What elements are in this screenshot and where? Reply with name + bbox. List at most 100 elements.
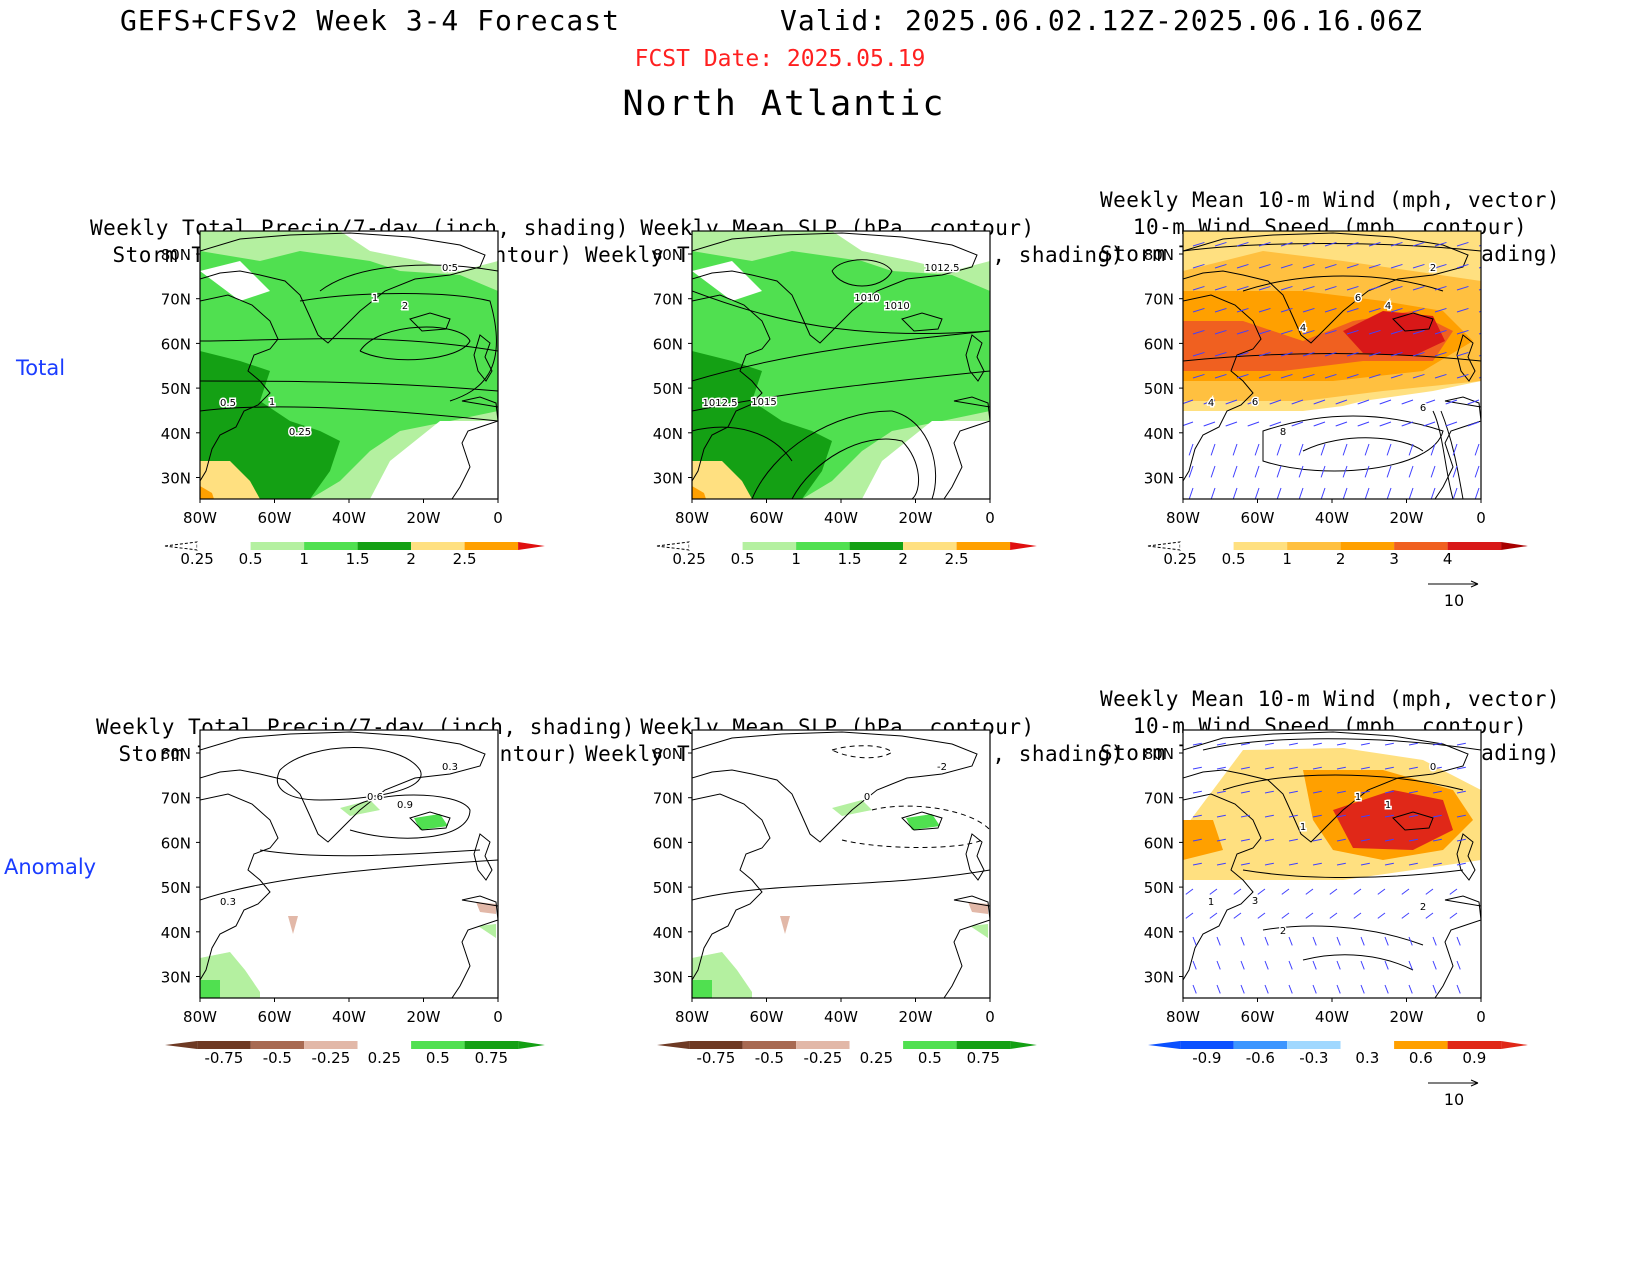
precip-area-heavy [692, 351, 832, 499]
contour-label: 0.3 [220, 897, 236, 908]
lat-tick-label: 80N [1144, 745, 1174, 763]
coastline [1183, 731, 1481, 998]
colorbar-end-right [1010, 542, 1037, 550]
wind-vector [1390, 285, 1403, 291]
wind-vector [1280, 329, 1293, 335]
colorbar-segment [304, 542, 358, 550]
region-title: North Atlantic [622, 84, 946, 124]
wind-vector [1390, 329, 1403, 335]
wind-vector [1225, 399, 1238, 405]
wind-vector [1210, 487, 1216, 499]
wind-vector [1214, 285, 1227, 291]
wind-vector [1364, 443, 1370, 456]
wind-vector [1312, 766, 1322, 770]
colorbar-segment [903, 1041, 957, 1049]
contour-line-negative [831, 745, 893, 759]
wind-vector [1312, 936, 1317, 946]
contour-label: 1 [1208, 897, 1214, 908]
lat-tick-label: 30N [161, 470, 191, 488]
wind-vector [1408, 862, 1418, 866]
contour-label: 2 [1430, 263, 1436, 274]
header-title: GEFS+CFSv2 Week 3-4 Forecast [120, 4, 621, 37]
lon-tick-label: 0 [985, 509, 995, 527]
contour-label: 2 [402, 301, 408, 312]
contour-line [1183, 243, 1481, 252]
wind-vector [1210, 465, 1216, 478]
wind-vector [1324, 263, 1337, 269]
colorbar-segment [742, 1041, 797, 1049]
wind-vector [1258, 241, 1271, 247]
contour-label: 8 [1280, 427, 1286, 438]
wind-vector [1312, 838, 1322, 842]
precip-area-extreme [692, 486, 706, 499]
colorbar-end-left [1148, 1041, 1181, 1049]
wind-vector [1360, 742, 1370, 746]
wind-vector [1456, 285, 1469, 291]
wind-vector [1302, 351, 1315, 357]
wind-vector [1353, 888, 1362, 895]
wind-vector [1258, 351, 1271, 357]
wind-vector [1288, 960, 1293, 970]
colorbar-label: 0.25 [672, 550, 705, 568]
lon-tick-label: 80W [183, 1008, 217, 1026]
wind-vector [1434, 285, 1447, 291]
precip-area-very-heavy [692, 461, 752, 499]
wind-vector [1412, 285, 1425, 291]
wind-vector [1360, 960, 1365, 970]
wind-vector [1258, 329, 1271, 335]
lat-tick-label: 40N [161, 425, 191, 443]
colorbar-label: 0.5 [918, 1049, 942, 1067]
colorbar-2: 0.25 0.5 1 1.5 2 2.5 [656, 541, 1037, 568]
wind-vector [1434, 373, 1447, 379]
contour-line [1432, 410, 1454, 499]
lat-tick-label: 70N [653, 291, 683, 309]
wind-vector [1233, 912, 1242, 919]
lon-tick-label: 60W [258, 509, 292, 527]
wind-vector [1408, 814, 1418, 818]
wind-vector [1288, 936, 1293, 946]
wind-vector [1384, 814, 1394, 818]
wind-vector [1192, 329, 1205, 335]
map-content: 0 1 1 1 3 2 2 1 [1183, 730, 1481, 998]
wind-vector [1390, 263, 1403, 269]
wind-vector [1185, 888, 1194, 895]
wind-vector [1425, 888, 1434, 895]
colorbar-segment [689, 542, 743, 550]
wind-vector [1329, 912, 1338, 919]
colorbar-label: 1.5 [346, 550, 370, 568]
lat-tick-label: 30N [161, 969, 191, 987]
lat-tick-label: 30N [653, 470, 683, 488]
lat-tick-label: 40N [1144, 425, 1174, 443]
colorbar-segment [1394, 542, 1448, 550]
wind-vector [1449, 888, 1458, 895]
lon-tick-label: 40W [332, 509, 366, 527]
wind-vector [1452, 487, 1458, 499]
wind-vector [1456, 263, 1469, 269]
lon-tick-label: 60W [750, 1008, 784, 1026]
wind-vector [1214, 329, 1227, 335]
wind-vector [1192, 960, 1197, 970]
wind-vector [1313, 399, 1326, 405]
wind-vector [1432, 838, 1442, 842]
wind-vector [1302, 241, 1315, 247]
lat-tick-label: 60N [1144, 335, 1174, 353]
wind-vector [1384, 766, 1394, 770]
wind-vector [1390, 307, 1403, 313]
wind-vector [1192, 285, 1205, 291]
wind-vector [1456, 329, 1469, 335]
colorbar-segment [1233, 542, 1288, 550]
contour-label: 4 [1300, 323, 1306, 334]
wind-vector [1430, 465, 1436, 478]
colorbar-label: 0.75 [475, 1049, 508, 1067]
anomaly-wet-spot [478, 924, 496, 938]
wind-vector [1434, 241, 1447, 247]
colorbar-segment [357, 542, 412, 550]
colorbar-label: 2 [898, 550, 908, 568]
wind-vector [1313, 421, 1326, 427]
wind-vector [1192, 862, 1202, 866]
wind-vector [1276, 443, 1282, 456]
contour-line [1440, 410, 1464, 499]
lat-tick-label: 40N [653, 425, 683, 443]
lon-tick-label: 40W [1315, 1008, 1349, 1026]
colorbar-segment [1340, 1041, 1395, 1049]
